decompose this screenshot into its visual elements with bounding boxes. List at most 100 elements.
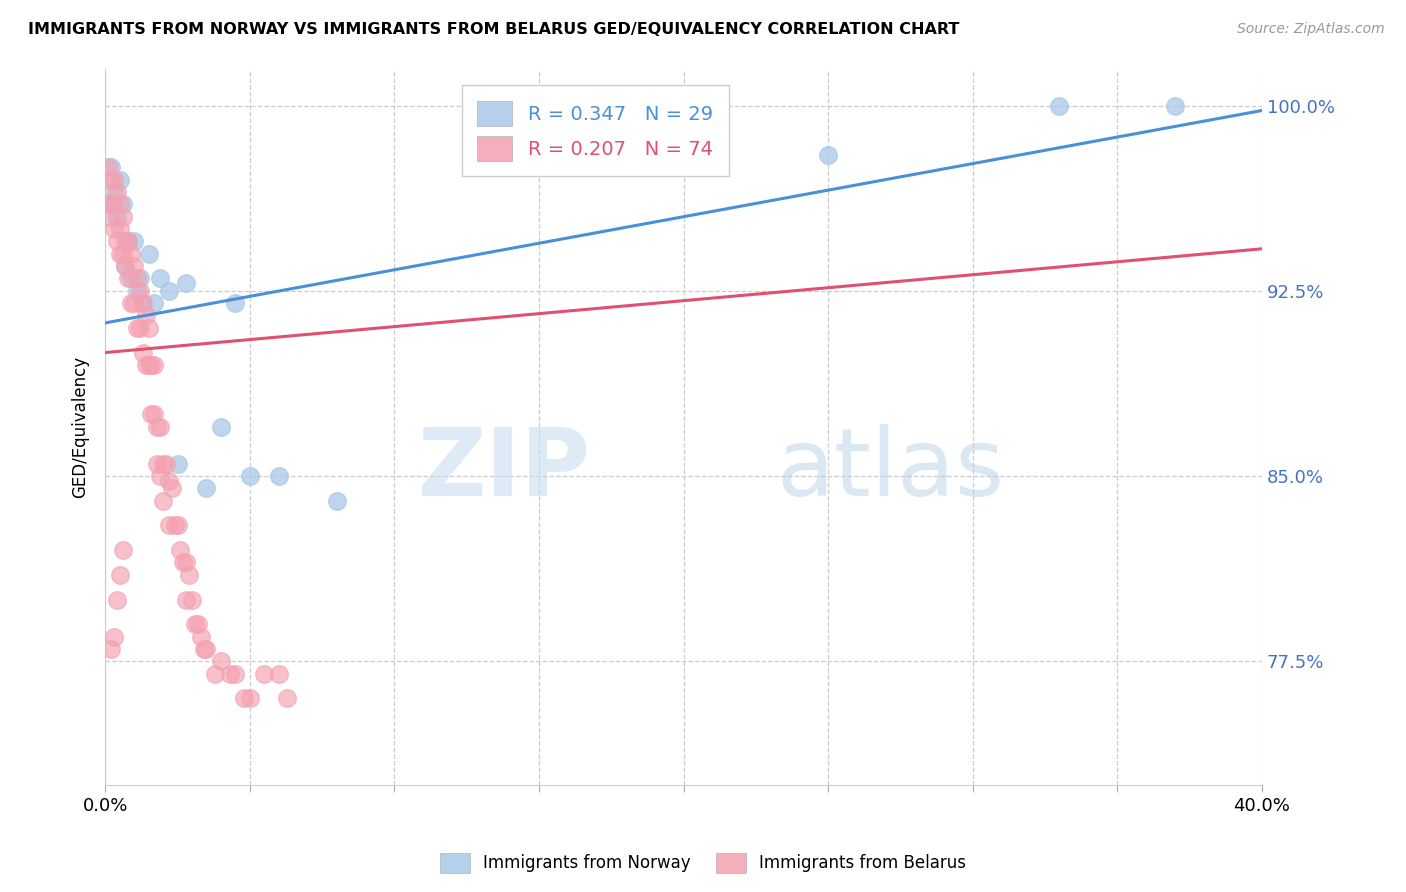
Point <box>224 296 246 310</box>
Point <box>149 271 172 285</box>
Point <box>120 246 142 260</box>
Point <box>138 358 160 372</box>
Point <box>100 172 122 186</box>
Point <box>125 271 148 285</box>
Point <box>105 185 128 199</box>
Text: ZIP: ZIP <box>418 424 591 516</box>
Point <box>195 641 218 656</box>
Point <box>129 271 152 285</box>
Point <box>100 210 122 224</box>
Point <box>149 469 172 483</box>
Point <box>129 321 152 335</box>
Point <box>97 197 120 211</box>
Point <box>166 518 188 533</box>
Point <box>100 161 122 175</box>
Point <box>184 617 207 632</box>
Point <box>143 358 166 372</box>
Text: atlas: atlas <box>776 424 1004 516</box>
Point <box>174 277 197 291</box>
Point <box>132 296 155 310</box>
Point <box>117 235 139 249</box>
Point <box>129 284 152 298</box>
Point <box>187 617 209 632</box>
Point <box>267 666 290 681</box>
Text: Source: ZipAtlas.com: Source: ZipAtlas.com <box>1237 22 1385 37</box>
Point <box>224 666 246 681</box>
Point <box>163 518 186 533</box>
Point <box>108 197 131 211</box>
Point <box>120 296 142 310</box>
Point <box>111 210 134 224</box>
Point <box>146 419 169 434</box>
Point <box>117 235 139 249</box>
Point <box>125 284 148 298</box>
Point <box>97 197 120 211</box>
Point <box>122 296 145 310</box>
Point <box>267 469 290 483</box>
Point <box>817 148 839 162</box>
Point <box>100 641 122 656</box>
Point <box>239 691 262 706</box>
Point <box>325 493 347 508</box>
Point <box>1164 98 1187 112</box>
Point <box>103 630 125 644</box>
Point <box>111 197 134 211</box>
Point <box>138 321 160 335</box>
Point <box>204 666 226 681</box>
Point <box>177 567 200 582</box>
Point <box>125 321 148 335</box>
Point <box>174 556 197 570</box>
Legend: Immigrants from Norway, Immigrants from Belarus: Immigrants from Norway, Immigrants from … <box>433 847 973 880</box>
Y-axis label: GED/Equivalency: GED/Equivalency <box>72 356 89 498</box>
Point <box>1049 98 1071 112</box>
Point <box>157 474 180 488</box>
Point <box>146 457 169 471</box>
Point <box>209 654 232 668</box>
Point <box>132 296 155 310</box>
Point <box>181 592 204 607</box>
Point <box>135 309 157 323</box>
Point <box>103 222 125 236</box>
Point <box>157 284 180 298</box>
Point <box>103 185 125 199</box>
Point <box>135 358 157 372</box>
Point <box>143 407 166 421</box>
Point <box>233 691 256 706</box>
Point <box>149 419 172 434</box>
Point <box>105 592 128 607</box>
Point <box>193 641 215 656</box>
Point <box>105 210 128 224</box>
Point <box>169 543 191 558</box>
Point <box>209 419 232 434</box>
Point <box>114 259 136 273</box>
Text: IMMIGRANTS FROM NORWAY VS IMMIGRANTS FROM BELARUS GED/EQUIVALENCY CORRELATION CH: IMMIGRANTS FROM NORWAY VS IMMIGRANTS FRO… <box>28 22 959 37</box>
Point <box>108 222 131 236</box>
Point <box>122 259 145 273</box>
Point <box>122 235 145 249</box>
Point <box>218 666 240 681</box>
Point <box>157 518 180 533</box>
Point <box>111 246 134 260</box>
Point <box>120 271 142 285</box>
Point <box>253 666 276 681</box>
Point <box>108 246 131 260</box>
Point <box>138 246 160 260</box>
Point <box>111 543 134 558</box>
Point <box>108 567 131 582</box>
Point <box>276 691 298 706</box>
Point <box>190 630 212 644</box>
Legend: R = 0.347   N = 29, R = 0.207   N = 74: R = 0.347 N = 29, R = 0.207 N = 74 <box>463 86 728 177</box>
Point <box>152 493 174 508</box>
Point <box>155 457 177 471</box>
Point <box>195 482 218 496</box>
Point <box>174 592 197 607</box>
Point <box>172 556 194 570</box>
Point <box>132 345 155 359</box>
Point <box>143 296 166 310</box>
Point <box>117 271 139 285</box>
Point <box>114 259 136 273</box>
Point <box>114 235 136 249</box>
Point <box>141 407 163 421</box>
Point <box>239 469 262 483</box>
Point <box>97 161 120 175</box>
